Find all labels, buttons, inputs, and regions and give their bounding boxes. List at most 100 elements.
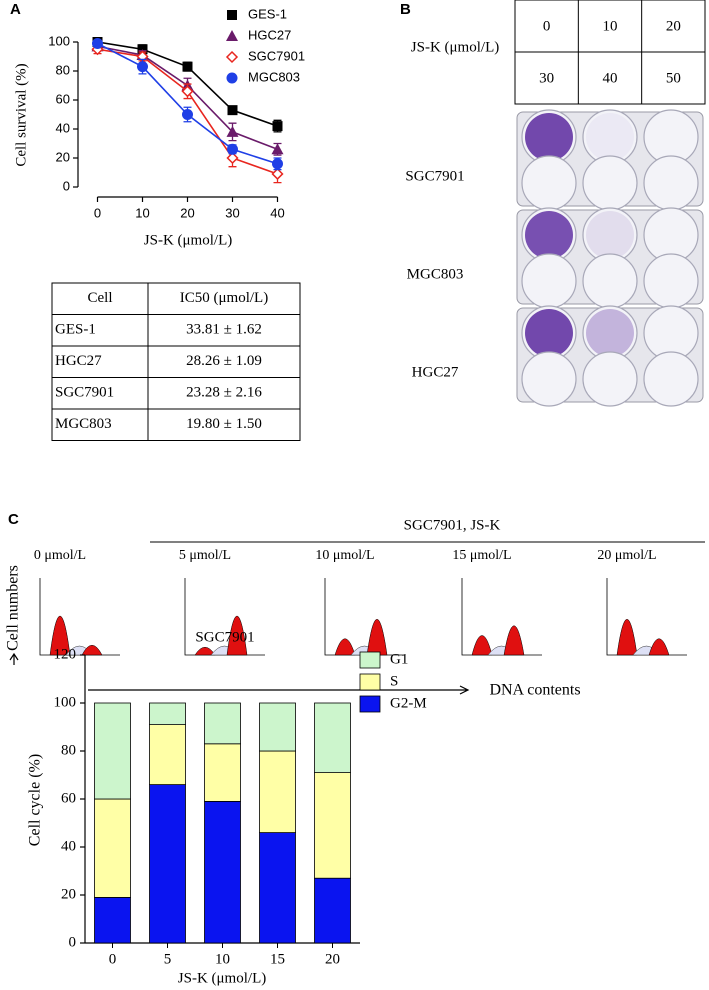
cell-line-label: HGC27 <box>412 364 459 380</box>
table-cell: 28.26 ± 1.09 <box>186 353 262 369</box>
well <box>582 155 638 211</box>
x-axis-label: DNA contents <box>489 682 580 699</box>
bar-segment <box>149 724 186 785</box>
table-header: Cell <box>88 290 113 306</box>
y-tick-label: 20 <box>56 149 70 164</box>
dose-label: 0 μmol/L <box>34 548 86 563</box>
bar-segment <box>94 798 131 898</box>
table-cell: 23.28 ± 2.16 <box>186 385 262 401</box>
bar-segment <box>314 877 351 944</box>
data-point <box>182 109 193 120</box>
dose-label: 0 <box>543 18 551 34</box>
y-tick-label: 60 <box>61 790 76 806</box>
x-tick-label: 20 <box>325 951 340 967</box>
dose-label: 40 <box>603 70 618 86</box>
data-point <box>272 121 283 132</box>
g1-peak <box>471 635 493 656</box>
x-tick-label: 40 <box>270 205 284 220</box>
arrow <box>88 685 470 695</box>
bar-segment <box>204 702 241 745</box>
y-tick-label: 40 <box>61 838 76 854</box>
y-tick-label: 0 <box>63 178 70 193</box>
dose-label: 20 <box>666 18 681 34</box>
bar-segment <box>204 743 241 802</box>
data-point <box>182 61 193 72</box>
table-border <box>51 282 301 441</box>
table-cell: GES-1 <box>55 322 96 338</box>
legend-swatch <box>359 695 381 713</box>
colony-stain <box>586 211 634 259</box>
well <box>643 155 699 211</box>
colony-stain <box>525 113 573 161</box>
y-tick-label: 0 <box>69 934 77 950</box>
x-tick-label: 10 <box>135 205 149 220</box>
well <box>521 351 577 407</box>
g1-peak <box>49 616 71 656</box>
dose-label: 15 μmol/L <box>452 548 511 563</box>
g2-peak <box>503 625 525 656</box>
table-cell: SGC7901 <box>55 385 114 401</box>
well <box>582 351 638 407</box>
colony-stain <box>525 309 573 357</box>
x-tick-label: 20 <box>180 205 194 220</box>
y-tick-label: 100 <box>48 33 70 48</box>
chart-title: SGC7901 <box>195 629 254 645</box>
x-tick-label: 30 <box>225 205 239 220</box>
colony-stain <box>586 309 634 357</box>
bar-segment <box>259 832 296 944</box>
x-tick-label: 0 <box>109 951 117 967</box>
panel-label: B <box>400 1 411 18</box>
table-cell: MGC803 <box>55 416 112 432</box>
dose-row-label: JS-K (μmol/L) <box>411 39 499 55</box>
legend-swatch <box>359 651 381 669</box>
legend-label: G2-M <box>390 695 427 711</box>
data-point <box>137 61 148 73</box>
histogram-axes <box>324 578 405 656</box>
bar-segment <box>149 702 186 726</box>
g2-peak <box>226 616 248 656</box>
dose-label: 20 μmol/L <box>597 548 656 563</box>
dose-label: 10 <box>603 18 618 34</box>
data-point <box>181 85 194 98</box>
data-point <box>226 125 239 137</box>
dose-label: 50 <box>666 70 681 86</box>
table-cell: HGC27 <box>55 353 102 369</box>
y-axis-label: Cell numbers <box>5 565 22 651</box>
dose-label: 10 μmol/L <box>315 548 374 563</box>
legend-marker <box>225 50 239 64</box>
data-point <box>227 143 238 155</box>
x-tick-label: 15 <box>270 951 285 967</box>
legend-label: G1 <box>390 651 408 667</box>
y-tick-label: 80 <box>61 742 76 758</box>
well <box>643 351 699 407</box>
well <box>643 253 699 309</box>
panel-label: A <box>10 1 21 18</box>
y-tick-label: 40 <box>56 120 70 135</box>
x-tick-label: 5 <box>164 951 172 967</box>
y-axis-label: Cell survival (%) <box>13 63 29 166</box>
g2-peak <box>81 645 103 656</box>
y-tick-label: 60 <box>56 91 70 106</box>
bar-segment <box>94 702 131 800</box>
data-point <box>271 143 284 155</box>
panel-c-title: SGC7901, JS-K <box>404 517 501 533</box>
dose-label: 30 <box>539 70 554 86</box>
table-cell: 33.81 ± 1.62 <box>186 322 262 338</box>
bar-segment <box>204 801 241 944</box>
x-axis-label: JS-K (μmol/L) <box>178 970 266 986</box>
y-tick-label: 100 <box>54 694 77 710</box>
table-cell: 19.80 ± 1.50 <box>186 416 262 432</box>
legend-label: MGC803 <box>248 69 300 84</box>
well <box>521 155 577 211</box>
g1-peak <box>334 638 356 656</box>
y-axis-label: Cell cycle (%) <box>27 754 44 846</box>
bar-segment <box>259 702 296 752</box>
legend-label: SGC7901 <box>248 48 305 63</box>
data-point <box>271 167 284 181</box>
table-header: IC50 (μmol/L) <box>180 290 268 306</box>
y-tick-label: 20 <box>61 886 76 902</box>
dose-label: 5 μmol/L <box>179 548 231 563</box>
cell-line-label: SGC7901 <box>405 168 464 184</box>
